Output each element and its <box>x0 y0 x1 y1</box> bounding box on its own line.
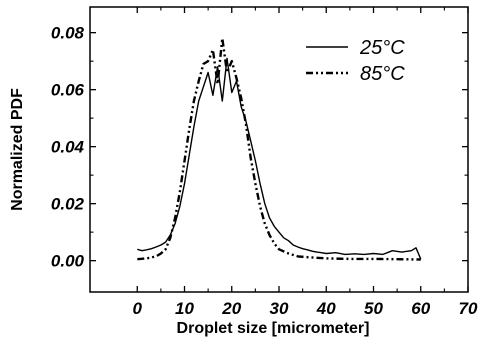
y-axis-title: Normalized PDF <box>9 88 26 211</box>
legend-label-1: 25°C <box>359 37 405 59</box>
y-tick-label: 0.06 <box>51 81 85 100</box>
legend-label-2: 85°C <box>360 63 405 85</box>
x-tick-label: 50 <box>364 299 383 318</box>
y-tick-label: 0.04 <box>51 138 85 157</box>
x-tick-label: 10 <box>175 299 194 318</box>
x-tick-label: 20 <box>221 299 241 318</box>
series-line-1 <box>137 57 422 260</box>
legend: 25°C 85°C <box>306 37 405 85</box>
x-tick-label: 70 <box>459 299 478 318</box>
x-tick-label: 0 <box>133 299 143 318</box>
y-tick-label: 0.02 <box>51 195 85 214</box>
x-tick-label: 40 <box>316 299 336 318</box>
series-layer <box>137 37 422 261</box>
axes: 0 10 20 30 40 50 60 70 0.00 0.02 0.04 0.06 0.08 Dropl… <box>9 7 478 337</box>
x-tick-label: 30 <box>270 299 289 318</box>
x-tick-label: 60 <box>411 299 430 318</box>
y-tick-label: 0.00 <box>51 252 85 271</box>
y-tick-label: 0.08 <box>51 24 85 43</box>
x-axis-title: Droplet size [micrometer] <box>177 320 370 337</box>
